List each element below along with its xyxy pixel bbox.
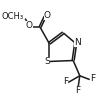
Text: F: F	[90, 74, 95, 83]
Text: F: F	[75, 86, 80, 95]
Text: F: F	[63, 78, 68, 87]
Text: O: O	[44, 11, 51, 20]
Text: N: N	[74, 38, 81, 47]
Text: OCH₃: OCH₃	[1, 12, 24, 21]
Text: S: S	[44, 57, 50, 66]
Text: O: O	[26, 21, 33, 30]
